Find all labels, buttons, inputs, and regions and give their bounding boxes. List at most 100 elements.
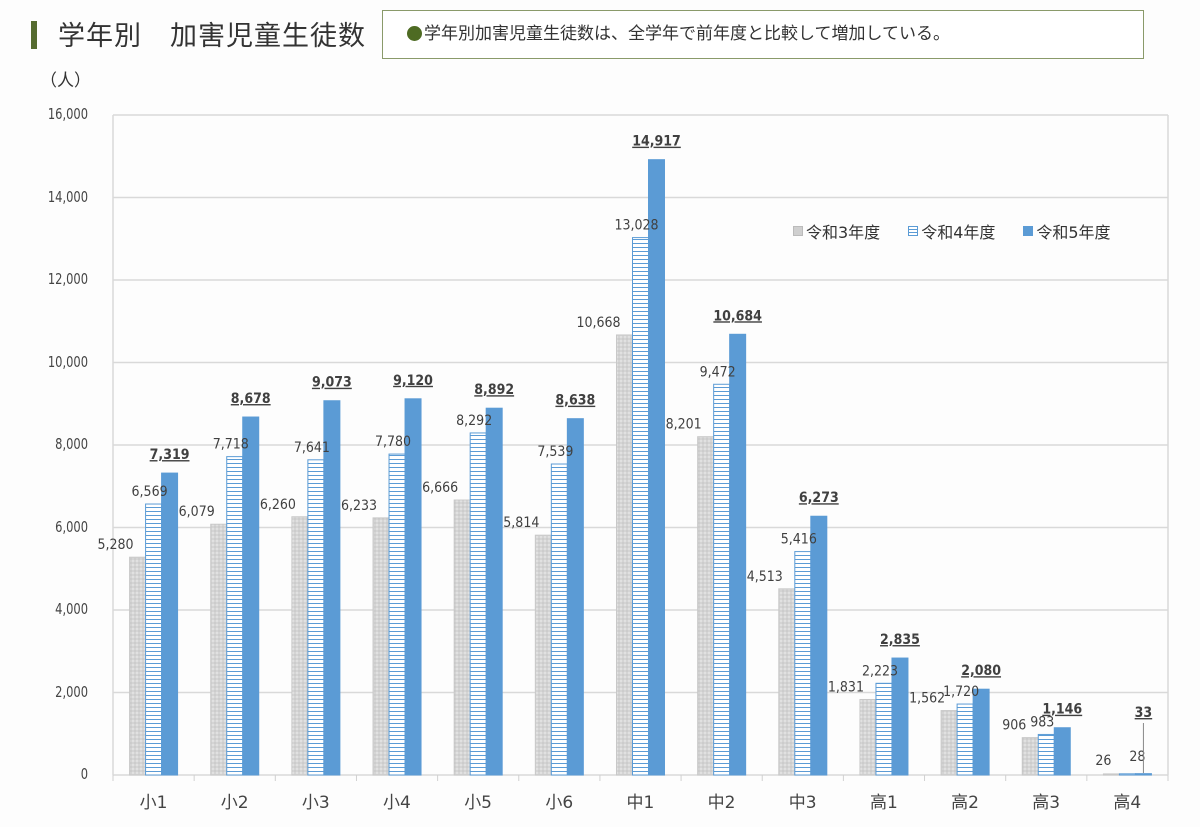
data-label: 1,831 bbox=[828, 679, 864, 695]
bar bbox=[210, 523, 228, 776]
data-label: 5,416 bbox=[781, 532, 817, 548]
data-label: 8,292 bbox=[456, 413, 492, 429]
bar bbox=[323, 400, 341, 776]
bar bbox=[697, 436, 715, 776]
bar bbox=[242, 416, 260, 776]
data-label: 8,201 bbox=[666, 417, 702, 433]
data-label: 1,562 bbox=[909, 691, 945, 707]
bar bbox=[307, 459, 325, 776]
data-label: 2,080 bbox=[961, 663, 1001, 679]
x-tick-label: 高2 bbox=[951, 793, 979, 813]
bullet-icon bbox=[407, 26, 422, 41]
data-label: 10,668 bbox=[576, 315, 620, 331]
legend-swatch-dotted-icon bbox=[793, 226, 803, 236]
data-label: 8,638 bbox=[555, 393, 595, 409]
y-tick-label: 12,000 bbox=[47, 270, 88, 288]
data-label: 5,280 bbox=[98, 537, 134, 553]
bar bbox=[534, 534, 552, 776]
data-label: 1,146 bbox=[1042, 702, 1082, 718]
data-label: 6,666 bbox=[422, 480, 458, 496]
bars bbox=[129, 159, 1152, 776]
y-axis-unit: （人） bbox=[40, 71, 91, 91]
data-label: 7,780 bbox=[375, 434, 411, 450]
y-tick-label: 10,000 bbox=[47, 352, 88, 371]
data-label: 7,718 bbox=[213, 437, 249, 453]
bar bbox=[1037, 733, 1055, 776]
data-label: 6,233 bbox=[341, 498, 377, 514]
data-label: 2,223 bbox=[862, 663, 898, 679]
x-tick-label: 小4 bbox=[383, 793, 411, 813]
legend-swatch-striped-icon bbox=[908, 226, 919, 236]
bar bbox=[550, 463, 568, 776]
y-tick-label: 8,000 bbox=[55, 435, 88, 453]
summary-text: 学年別加害児童生徒数は、全学年で前年度と比較して増加している。 bbox=[424, 24, 950, 44]
data-labels: 5,280 6,569 7,319 6,079 7,718 8,678 6,260 7,641… bbox=[98, 134, 1153, 773]
bar bbox=[875, 682, 893, 776]
legend-item-r5: 令和5年度 bbox=[1023, 219, 1111, 243]
bar bbox=[956, 703, 974, 776]
data-label: 13,028 bbox=[614, 218, 658, 234]
x-tick-label: 高1 bbox=[869, 793, 898, 813]
legend: 令和3年度 令和4年度 令和5年度 bbox=[793, 219, 1111, 243]
data-label: 983 bbox=[1030, 714, 1054, 730]
data-label: 14,917 bbox=[632, 134, 681, 150]
x-tick-label: 中1 bbox=[626, 793, 655, 813]
bar bbox=[713, 383, 731, 776]
data-label: 6,273 bbox=[799, 490, 839, 506]
data-label: 7,539 bbox=[537, 444, 573, 460]
bar bbox=[1102, 773, 1120, 776]
data-label: 9,120 bbox=[393, 373, 433, 389]
x-tick-label: 中2 bbox=[707, 793, 736, 813]
data-label: 6,260 bbox=[260, 497, 296, 513]
bar bbox=[940, 710, 958, 776]
bar bbox=[161, 472, 179, 776]
bar bbox=[778, 588, 796, 776]
bar bbox=[388, 453, 406, 776]
bar bbox=[859, 698, 877, 776]
bar bbox=[1053, 727, 1071, 776]
bar bbox=[1134, 773, 1152, 776]
x-tick-label: 小5 bbox=[464, 793, 493, 813]
x-tick-label: 高4 bbox=[1113, 793, 1142, 813]
bar bbox=[794, 551, 812, 776]
data-label: 6,079 bbox=[179, 504, 215, 520]
bar bbox=[566, 418, 584, 776]
y-tick-label: 4,000 bbox=[55, 600, 88, 618]
data-label: 9,073 bbox=[312, 375, 352, 391]
data-label: 7,641 bbox=[294, 440, 330, 456]
data-label: 2,835 bbox=[880, 632, 920, 648]
x-tick-label: 小3 bbox=[301, 793, 330, 813]
bar bbox=[1118, 773, 1136, 776]
summary-box: 学年別加害児童生徒数は、全学年で前年度と比較して増加している。 bbox=[382, 10, 1144, 59]
bar bbox=[729, 333, 747, 776]
x-tick-label: 小6 bbox=[545, 793, 574, 813]
x-tick-label: 中3 bbox=[788, 793, 817, 813]
bar bbox=[616, 334, 633, 776]
legend-item-r4: 令和4年度 bbox=[908, 219, 995, 243]
legend-item-r3: 令和3年度 bbox=[793, 219, 880, 243]
y-tick-label: 14,000 bbox=[47, 187, 88, 206]
y-tick-label: 0 bbox=[80, 765, 88, 783]
data-label: 8,678 bbox=[231, 391, 271, 407]
title-accent-bar bbox=[31, 21, 37, 49]
x-tick-label: 小1 bbox=[139, 793, 168, 813]
data-label: 33 bbox=[1135, 705, 1153, 721]
bar bbox=[404, 398, 422, 776]
data-label: 1,720 bbox=[943, 684, 979, 700]
bar bbox=[810, 515, 828, 776]
data-label: 4,513 bbox=[747, 569, 783, 585]
data-label: 5,814 bbox=[503, 515, 539, 531]
data-label: 7,319 bbox=[150, 447, 190, 463]
bar bbox=[485, 407, 503, 776]
bar bbox=[129, 556, 147, 776]
bar bbox=[453, 499, 471, 776]
bar bbox=[1021, 737, 1039, 776]
legend-swatch-solid-icon bbox=[1023, 226, 1034, 236]
data-label: 26 bbox=[1095, 753, 1111, 769]
data-label: 906 bbox=[1002, 718, 1026, 734]
bar bbox=[469, 432, 487, 776]
bar bbox=[972, 688, 990, 776]
data-label: 9,472 bbox=[700, 364, 736, 380]
data-label: 8,892 bbox=[474, 382, 514, 398]
